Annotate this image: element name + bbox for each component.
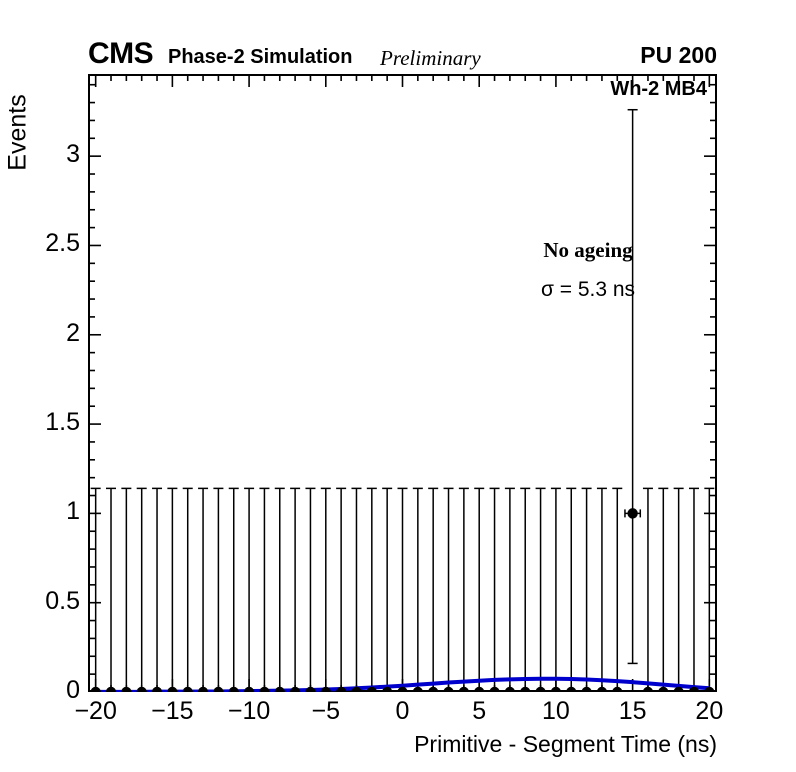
data-point-marker <box>289 686 301 692</box>
data-point-marker <box>458 686 470 692</box>
data-point-marker <box>658 686 669 692</box>
data-point-marker <box>105 686 117 692</box>
y-tick-label: 0 <box>66 676 80 704</box>
data-point-marker <box>489 686 500 692</box>
data-point-marker <box>136 686 147 692</box>
data-point-marker <box>704 686 715 692</box>
data-point-marker <box>243 686 255 692</box>
x-axis-title: Primitive - Segment Time (ns) <box>414 731 717 757</box>
x-tick-label: −10 <box>227 697 271 725</box>
y-tick-label: 1.5 <box>45 408 80 437</box>
y-tick-label: 0.5 <box>45 586 80 615</box>
y-tick-label: 2 <box>66 318 80 347</box>
data-point-marker <box>673 686 684 692</box>
cms-preliminary-label: Preliminary <box>380 46 481 70</box>
x-tick-label: 10 <box>542 697 570 725</box>
data-point-marker <box>412 686 424 692</box>
data-point-marker <box>228 686 239 692</box>
data-point-marker <box>197 686 209 692</box>
data-point-marker <box>259 686 270 692</box>
data-point-marker <box>121 686 132 692</box>
data-point-marker <box>305 686 316 692</box>
cms-logo: CMS <box>88 37 154 70</box>
data-point-marker <box>182 686 193 692</box>
x-tick-label: 20 <box>695 697 724 725</box>
cms-sublabel: Phase-2 Simulation <box>168 46 353 68</box>
data-point-marker <box>566 686 577 692</box>
x-tick-label: −20 <box>74 697 117 725</box>
data-point-marker <box>612 686 623 692</box>
cms-header: CMS Phase-2 Simulation Preliminary PU 20… <box>88 37 717 72</box>
data-point-marker <box>320 686 331 692</box>
data-point-marker <box>397 686 408 692</box>
data-point-marker <box>274 686 285 692</box>
data-markers <box>90 508 715 692</box>
data-point-marker <box>381 686 393 692</box>
y-tick-label: 3 <box>66 140 80 169</box>
data-point-marker <box>90 686 101 692</box>
data-point-marker <box>596 686 608 692</box>
error-bars <box>90 108 715 692</box>
data-point-marker <box>167 686 178 692</box>
data-point-marker <box>535 686 546 692</box>
data-point-marker <box>366 686 378 692</box>
plot-canvas <box>88 74 717 692</box>
data-point-marker <box>504 686 516 692</box>
data-point-marker <box>520 686 531 692</box>
x-tick-label: 0 <box>395 697 410 725</box>
pileup-label: PU 200 <box>640 42 717 68</box>
data-point-marker <box>335 686 347 692</box>
data-point-marker <box>581 686 592 692</box>
sigma-annotation: σ = 5.3 ns <box>540 278 636 301</box>
data-point-marker <box>474 686 485 692</box>
x-tick-label: 5 <box>472 697 487 725</box>
data-point-marker <box>427 686 439 692</box>
x-tick-label: −5 <box>311 697 341 725</box>
data-point-marker <box>688 686 700 692</box>
data-point-marker <box>550 686 562 692</box>
y-tick-label: 1 <box>66 497 80 526</box>
data-point-marker <box>213 686 224 692</box>
data-point-marker <box>443 686 454 692</box>
region-annotation: Wh-2 MB4 <box>610 78 707 100</box>
y-tick-label: 2.5 <box>45 229 80 258</box>
x-tick-label: −15 <box>151 697 194 725</box>
x-tick-label: 15 <box>618 697 647 725</box>
ageing-annotation: No ageing <box>543 238 633 262</box>
data-point-marker <box>627 508 638 519</box>
data-point-marker <box>151 686 163 692</box>
y-axis-title: Events <box>3 94 32 171</box>
data-point-marker <box>642 686 654 692</box>
data-point-marker <box>351 686 362 692</box>
